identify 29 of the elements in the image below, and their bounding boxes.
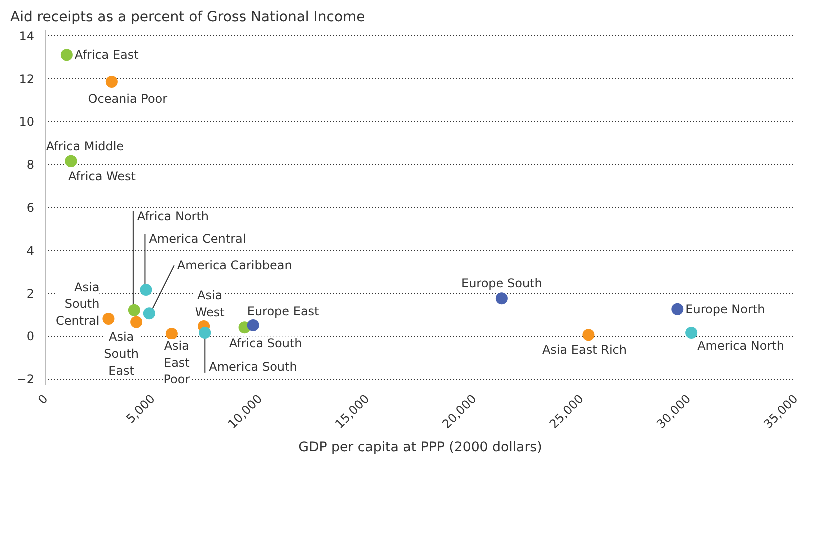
- y-tick-label: 14: [19, 29, 35, 44]
- y-tick-label: 10: [19, 115, 35, 130]
- annotation: Africa South: [229, 336, 302, 351]
- annotation: America Central: [149, 232, 246, 246]
- annotation: Africa East: [74, 48, 140, 62]
- annotation: Asia East Rich: [542, 343, 627, 358]
- x-axis-title: GDP per capita at PPP (2000 dollars): [298, 440, 542, 456]
- y-tick-label: 8: [26, 158, 35, 172]
- y-tick-label: 4: [26, 244, 35, 258]
- annotation: Europe North: [686, 302, 766, 316]
- annotation: Oceania Poor: [88, 92, 168, 106]
- annotation: America South: [209, 360, 298, 374]
- annotation: Africa Middle: [46, 139, 124, 154]
- annotation: Asia East Poor: [164, 339, 190, 387]
- y-tick-label: 12: [19, 72, 35, 86]
- annotation: Asia South Central: [56, 280, 100, 328]
- y-tick-label: 6: [26, 200, 35, 215]
- annotation: Europe South: [461, 276, 542, 291]
- chart-title: Aid receipts as a percent of Gross National Income: [10, 10, 366, 26]
- annotation: America Caribbean: [177, 258, 292, 273]
- annotation: Africa North: [137, 209, 210, 224]
- annotation: Asia South East: [104, 330, 140, 378]
- y-tick-label: 2: [26, 286, 35, 301]
- annotation: Europe East: [247, 304, 320, 318]
- y-tick-label: −2: [16, 372, 35, 387]
- y-tick-label: 0: [26, 330, 35, 344]
- annotation: America North: [698, 338, 784, 353]
- annotation: Asia West: [195, 288, 226, 320]
- annotation: Africa West: [68, 169, 136, 184]
